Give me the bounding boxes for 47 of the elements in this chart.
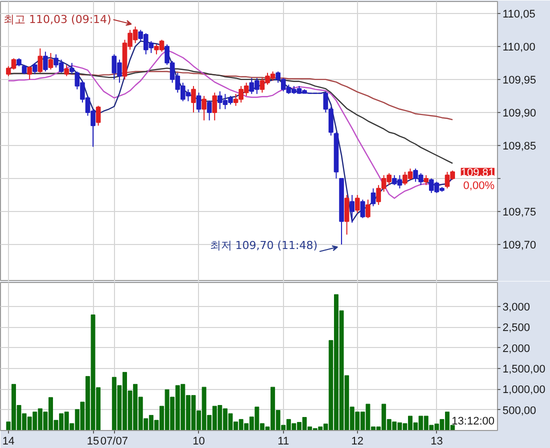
text: 109,81: [460, 166, 495, 179]
candlestick: [354, 194, 360, 214]
annotation: 최저 109,70 (11:48): [210, 239, 318, 252]
x-tick-label: 13: [430, 436, 443, 448]
y-tick-label: 109,90: [502, 107, 536, 120]
candlestick: [350, 194, 355, 224]
y-tick-label: 1,000,00: [502, 384, 546, 396]
candlestick: [48, 52, 54, 70]
candlestick: [38, 48, 43, 74]
candlestick: [69, 62, 74, 75]
x-tick-label: 14: [2, 436, 15, 448]
y-tick-label: 109,85: [502, 140, 536, 152]
y-tick-label: 110,05: [502, 8, 536, 20]
candlestick: [191, 86, 196, 113]
candlestick: [360, 199, 366, 219]
candlestick: [424, 174, 429, 186]
candlestick: [22, 64, 27, 75]
y-tick-label: 3,000: [502, 301, 530, 314]
x-tick-label: 10: [192, 436, 205, 448]
candlestick: [196, 92, 202, 113]
x-tick-label: 11: [278, 436, 290, 448]
candlestick: [344, 194, 350, 236]
candlestick: [96, 105, 101, 126]
candlestick: [370, 188, 376, 207]
y-tick-label: 1,500,00: [502, 363, 546, 376]
candlestick: [202, 95, 206, 121]
candlestick: [43, 51, 48, 72]
x-tick-label: 15: [86, 436, 100, 448]
y-tick-label: 109,70: [502, 240, 536, 252]
line-series: [8, 50, 454, 199]
candlestick: [64, 64, 69, 77]
y-tick-label: 109,75: [502, 206, 536, 218]
y-tick-label: 500,00: [502, 404, 536, 417]
candlestick: [206, 100, 212, 121]
text: 0,00%: [463, 180, 495, 192]
candlestick: [32, 62, 38, 75]
candlestick: [366, 199, 370, 219]
candlestick: [212, 92, 218, 121]
annotation: 최고 110,03 (09:14): [4, 13, 112, 26]
y-tick-label: 109,95: [502, 74, 536, 86]
y-tick-label: 110,00: [502, 41, 536, 54]
y-tick-label: 2,000: [502, 342, 530, 355]
x-tick-label: 07/07: [100, 436, 128, 448]
annotation: 13:12:00: [452, 416, 495, 428]
y-tick-label: 2,500: [502, 322, 530, 334]
candlestick: [27, 66, 32, 80]
x-tick-label: 12: [351, 436, 364, 448]
